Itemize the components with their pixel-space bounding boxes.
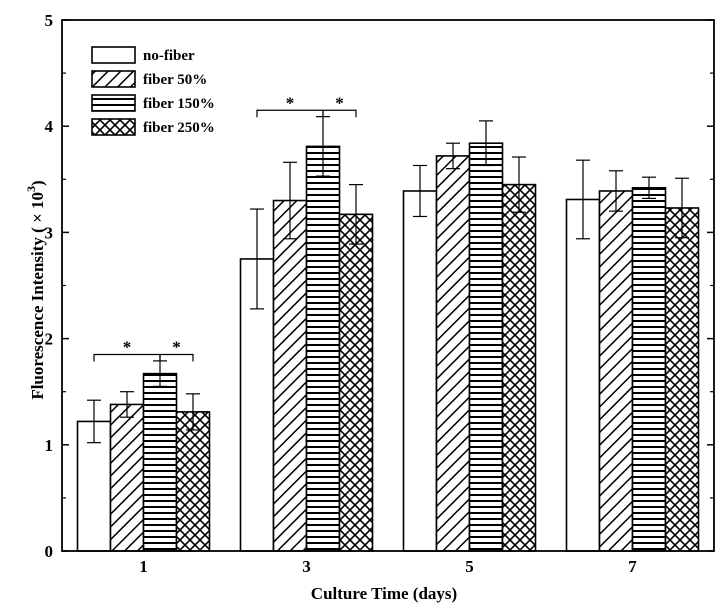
x-tick-label: 7 [628,557,637,576]
legend-label: no-fiber [143,48,195,64]
bar [631,186,667,552]
y-tick-label: 2 [45,330,54,349]
significance-bracket [322,109,357,118]
y-axis-label-end: ) [28,180,47,186]
significance-bracket [159,353,194,362]
significance-marker: * [123,338,132,357]
significance-marker: * [172,338,181,357]
bar [109,403,145,552]
bar [142,372,178,552]
y-axis-label-sup: 3 [24,186,38,192]
legend-label: fiber 150% [143,96,215,112]
bar [175,411,211,552]
bar [272,199,308,552]
bar [338,213,374,552]
bar [598,190,634,552]
bar [664,207,700,552]
legend-swatch [91,118,136,136]
x-tick-label: 1 [139,557,148,576]
bar [565,198,601,552]
significance-marker: * [286,93,295,112]
y-axis-label-main: Fluorescence Intensity ( × 10 [28,192,47,400]
bar [468,142,504,552]
y-tick-label: 1 [45,436,54,455]
plot-area: * * * * [76,93,700,552]
x-tick-label: 5 [465,557,474,576]
y-axis-label: Fluorescence Intensity ( × 103) [24,180,47,399]
x-tick-label: 3 [302,557,311,576]
bar [501,183,537,552]
legend-swatch [91,46,136,64]
y-tick-label: 4 [45,117,54,136]
legend-swatch [91,94,136,112]
legend-label: fiber 250% [143,120,215,136]
y-tick-label: 5 [45,11,54,30]
legend-label: fiber 50% [143,72,207,88]
bar [305,145,341,552]
x-axis-label: Culture Time (days) [311,584,457,603]
legend: no-fiber fiber 50% fiber 150% fiber 250% [91,46,215,136]
bar [402,190,438,552]
legend-swatch [91,70,136,88]
bar [435,155,471,552]
y-tick-label: 0 [45,542,54,561]
axes: 0 1 2 3 4 5 1 3 5 7 [45,11,715,576]
significance-marker: * [335,93,344,112]
y-tick-label: 3 [45,223,54,242]
